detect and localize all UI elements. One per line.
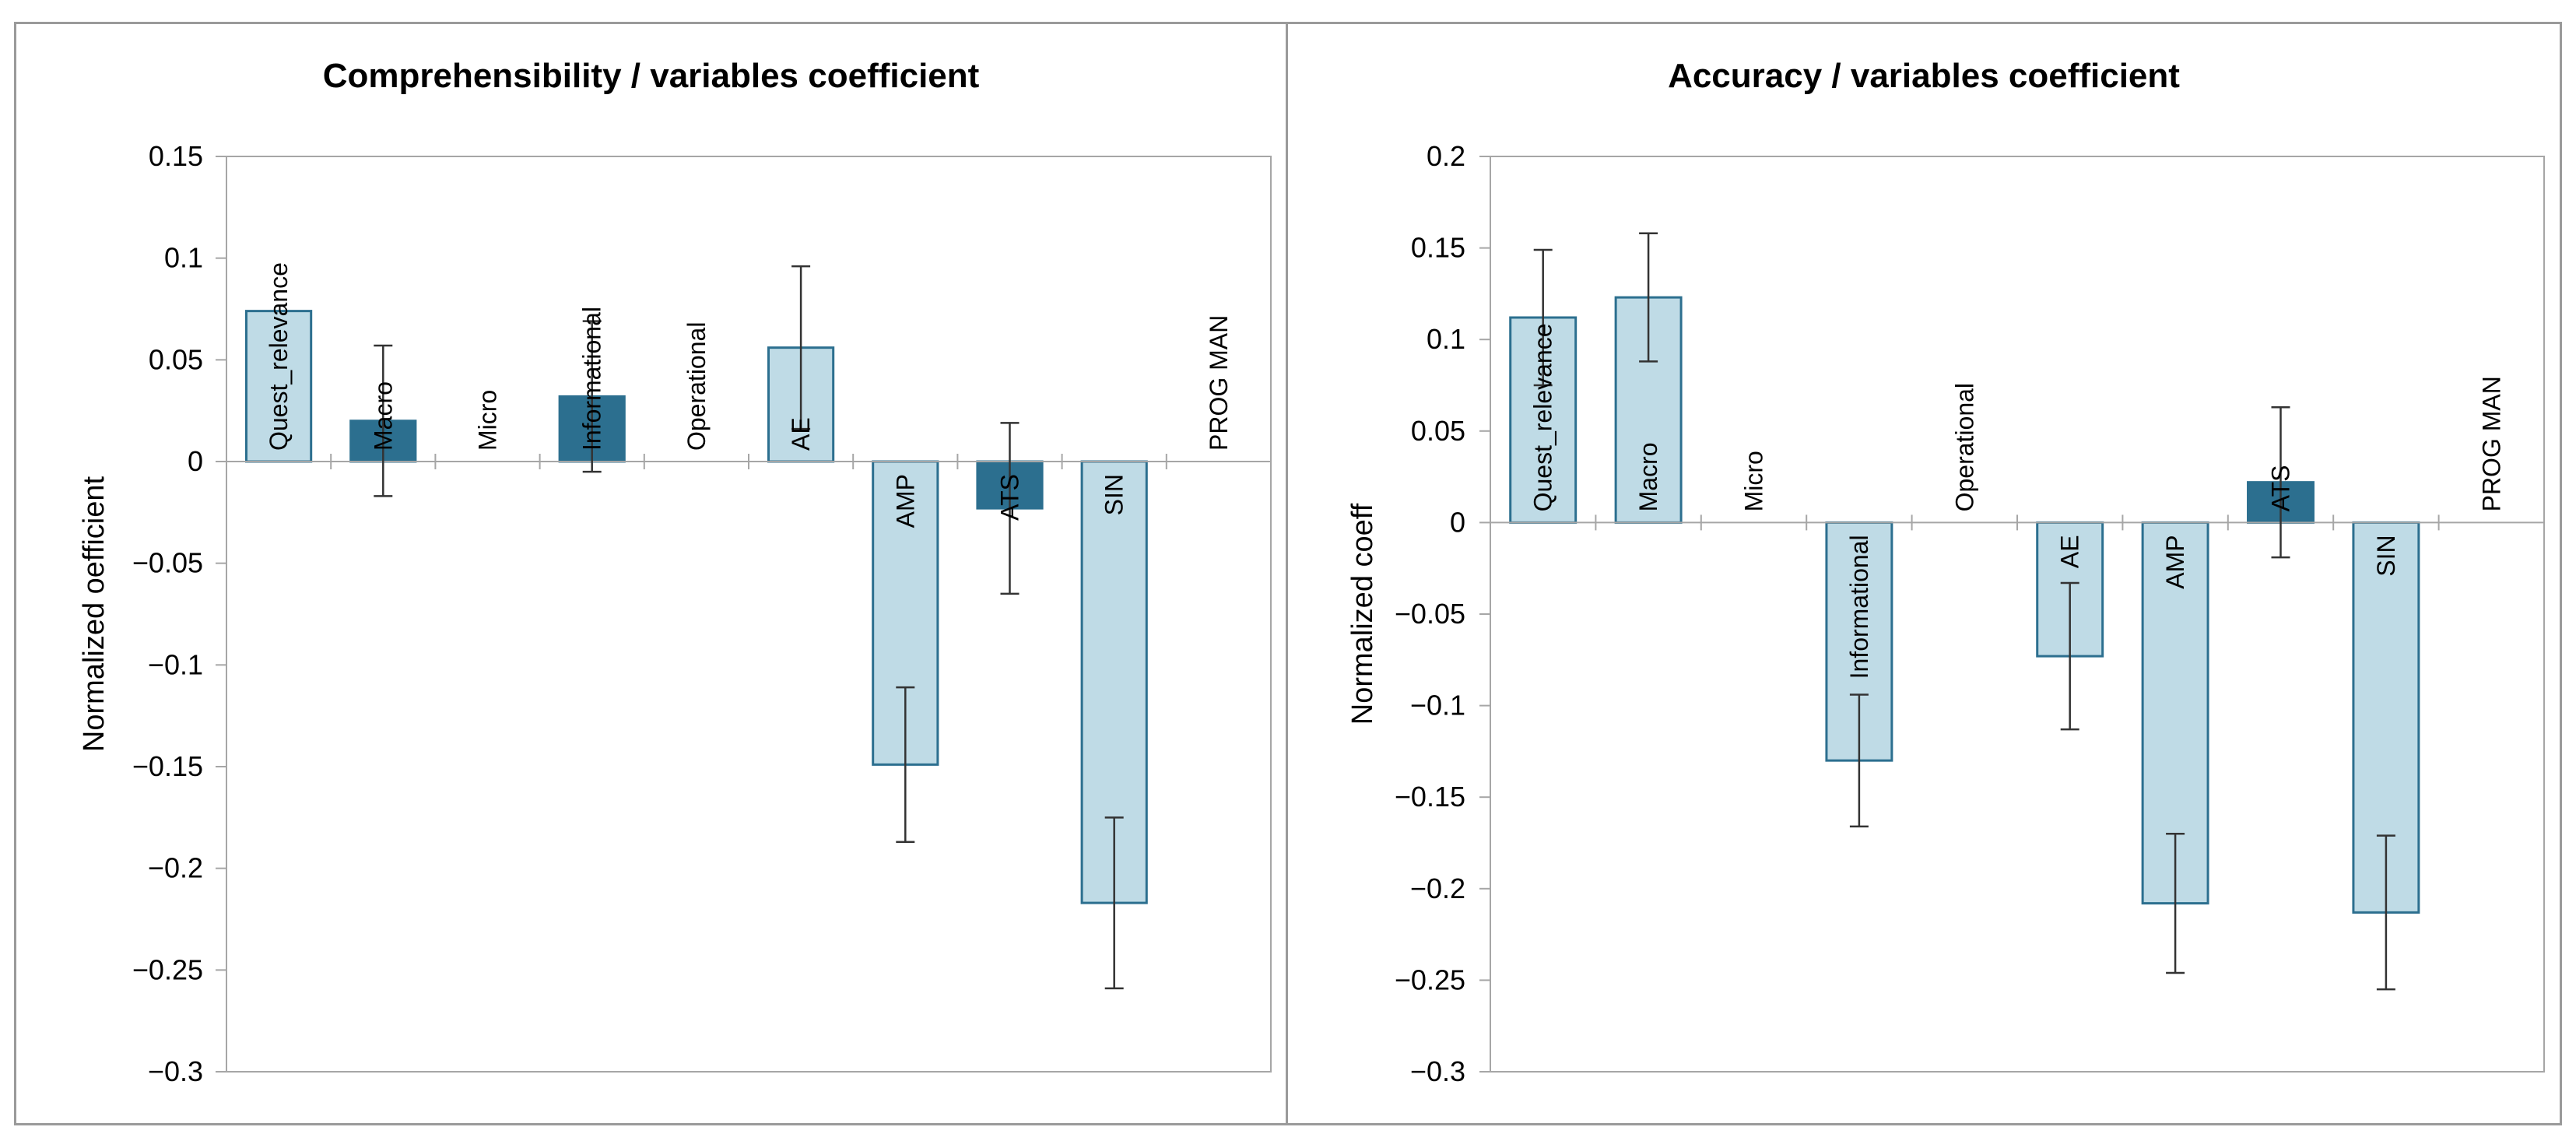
y-tick-label: −0.05 [1395, 598, 1465, 630]
comprehensibility-chart-panel: Comprehensibility / variables coefficien… [14, 22, 1288, 1125]
y-tick-label: −0.15 [1395, 781, 1465, 813]
chart-title: Accuracy / variables coefficient [1668, 57, 2180, 95]
category-label: Macro [1634, 442, 1662, 511]
error-bar [1639, 232, 1658, 363]
category-label: Macro [369, 381, 397, 451]
bar-quest-relevance [244, 310, 313, 463]
y-tick-label: −0.1 [148, 648, 203, 680]
y-tick-label: −0.3 [1410, 1055, 1465, 1087]
comprehensibility-chart: 0.15 0.1 0.05 0 −0.05 −0.1 −0.15 −0.2 −0.25 −0.3 N… [78, 140, 1272, 1087]
y-tick-label: −0.1 [1410, 690, 1465, 721]
y-axis-label: Normalized oefficient [78, 476, 111, 752]
error-bar [2376, 834, 2395, 991]
category-label: Operational [683, 322, 711, 451]
plot-area-frame [226, 156, 1272, 1073]
error-bar [2271, 405, 2290, 559]
category-label: Operational [1950, 383, 1978, 511]
category-label: ATS [996, 474, 1024, 521]
category-label: AMP [2161, 535, 2189, 588]
accuracy-chart: 0.2 0.15 0.1 0.05 0 −0.05 −0.1 −0.15 −0.2 −0.25 −0… [1346, 140, 2545, 1087]
category-label: AE [2056, 535, 2084, 568]
error-bar [1849, 693, 1869, 828]
y-tick-label: 0.2 [1427, 140, 1465, 172]
y-tick-label: 0.05 [149, 343, 203, 375]
category-label: ATS [2267, 465, 2295, 512]
y-tick-label: −0.25 [1395, 964, 1465, 995]
y-tick-label: 0.15 [1411, 232, 1465, 264]
bar-sin [2352, 521, 2420, 914]
y-axis-label: Normalized coeff [1346, 503, 1379, 725]
chart-title: Comprehensibility / variables coefficien… [322, 57, 980, 95]
y-tick-label: 0.1 [164, 242, 203, 274]
y-tick-label: −0.2 [148, 852, 203, 884]
category-label: Quest_relevance [1529, 323, 1557, 511]
category-label: AE [787, 417, 815, 451]
y-tick-label: −0.2 [1410, 872, 1465, 904]
category-label: SIN [2372, 535, 2400, 576]
category-label: PROG MAN [1205, 315, 1233, 451]
category-label: SIN [1100, 474, 1128, 515]
error-bar [1104, 816, 1124, 990]
error-bar [2060, 581, 2079, 731]
y-tick-label: 0.05 [1411, 415, 1465, 447]
category-label: Informational [578, 307, 606, 451]
category-label: Micro [474, 390, 502, 451]
error-bar [2166, 832, 2185, 974]
y-tick-label: −0.05 [132, 547, 203, 579]
y-tick-label: 0 [188, 445, 203, 477]
error-bar [1000, 422, 1020, 595]
category-label: Informational [1845, 535, 1873, 679]
category-label: AMP [891, 474, 919, 528]
category-label: Quest_relevance [265, 262, 293, 451]
error-bar [896, 686, 915, 843]
error-bar [582, 320, 602, 473]
category-label: Micro [1740, 451, 1768, 511]
error-bar [1533, 248, 1553, 387]
category-label: PROG MAN [2477, 376, 2505, 511]
y-tick-label: 0.15 [149, 140, 203, 172]
y-tick-label: −0.25 [132, 953, 203, 985]
y-tick-label: −0.15 [132, 750, 203, 782]
error-bar [791, 265, 811, 430]
y-tick-label: 0.1 [1427, 323, 1465, 355]
accuracy-chart-panel: Accuracy / variables coefficient 0.2 0.15… [1286, 22, 2562, 1125]
y-tick-label: 0 [1450, 506, 1465, 538]
y-tick-label: −0.3 [148, 1055, 203, 1087]
error-bar [374, 344, 393, 497]
